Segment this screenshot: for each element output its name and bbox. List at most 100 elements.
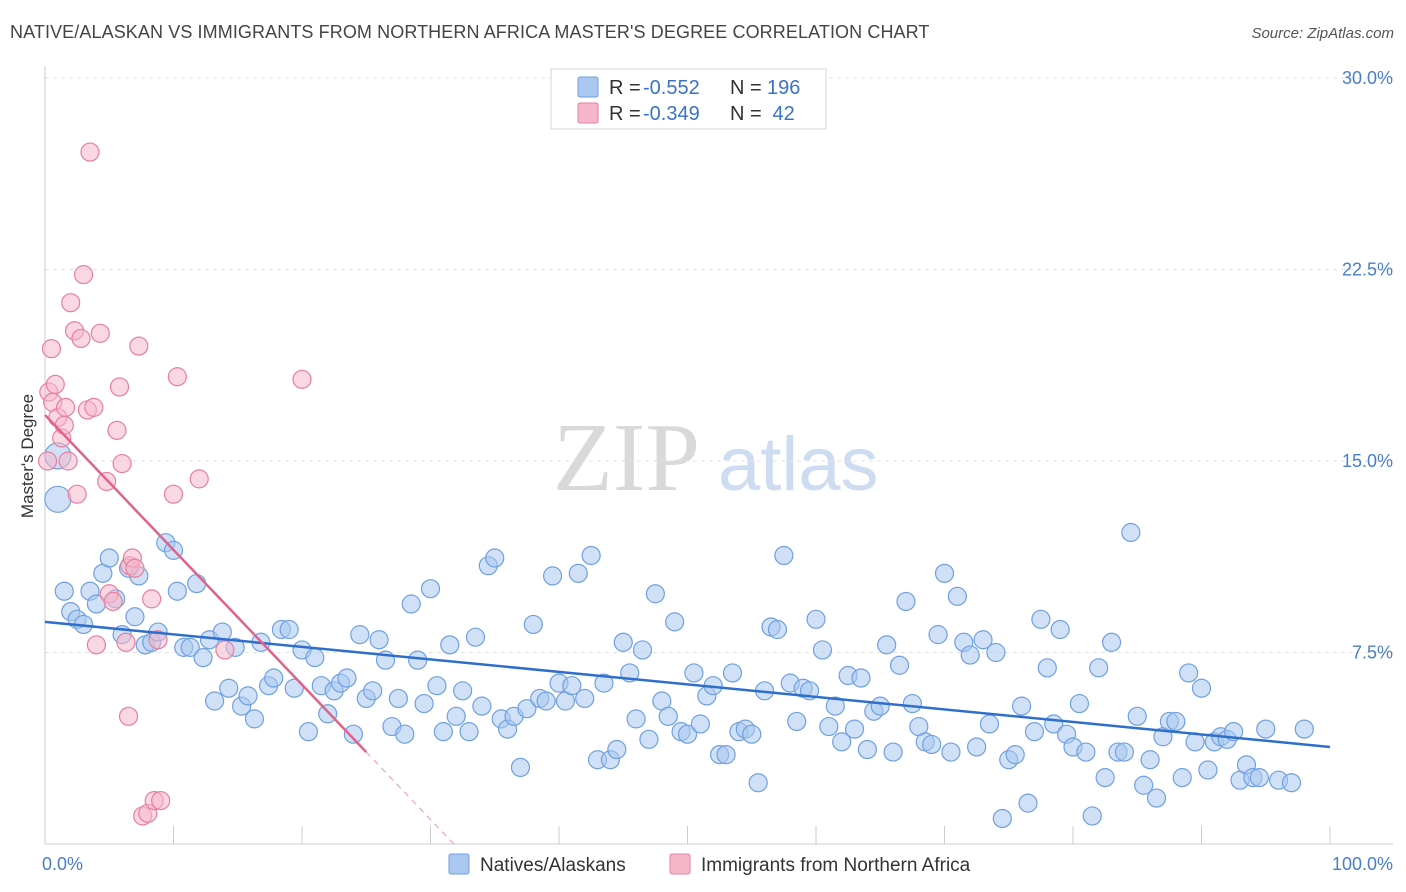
data-point [284, 678, 304, 698]
data-point [395, 724, 415, 744]
data-point [1076, 742, 1096, 762]
data-point [645, 584, 665, 604]
data-point [118, 706, 139, 726]
data-point [677, 724, 698, 744]
data-point [883, 742, 903, 762]
data-point [58, 451, 78, 471]
data-point [542, 566, 563, 586]
data-point [350, 625, 370, 645]
data-point [1121, 522, 1141, 543]
y-tick-label: 30.0% [1342, 68, 1393, 88]
data-point [472, 696, 492, 716]
data-point [1037, 658, 1057, 678]
data-point [690, 714, 710, 734]
data-point [459, 722, 479, 742]
data-point [112, 453, 132, 474]
legend-r-value-1: -0.552 [643, 77, 700, 99]
data-point [787, 711, 807, 732]
data-point [1179, 663, 1199, 683]
data-point [536, 691, 556, 711]
data-point [523, 614, 543, 635]
data-point [41, 339, 62, 359]
data-point [960, 645, 980, 665]
data-point [125, 607, 145, 627]
data-point [973, 630, 993, 650]
data-point [1069, 693, 1090, 714]
data-point [568, 563, 588, 583]
data-point [607, 739, 627, 760]
data-point [851, 668, 871, 688]
legend-r-value-2: -0.349 [643, 103, 700, 125]
data-point [55, 397, 76, 417]
legend-r-label-2: R = [609, 103, 641, 125]
data-point [205, 691, 225, 711]
legend-n-value-1: 196 [767, 77, 800, 99]
data-point [832, 732, 852, 752]
data-point [292, 369, 312, 389]
data-point [44, 485, 72, 513]
data-point [844, 719, 865, 739]
legend-swatch-natives [577, 76, 599, 98]
data-point [742, 724, 762, 744]
data-point [193, 648, 213, 668]
data-point [90, 323, 110, 343]
data-point [947, 586, 967, 606]
data-point [825, 696, 845, 716]
data-point [414, 693, 434, 714]
data-point [1256, 719, 1276, 739]
watermark-zip: ZIP [553, 404, 700, 512]
data-point [1198, 760, 1218, 780]
data-point [37, 451, 58, 471]
data-point [189, 469, 209, 489]
data-point [1294, 719, 1314, 739]
data-point [84, 397, 104, 417]
data-point [870, 696, 890, 716]
data-point [465, 627, 486, 647]
data-point [215, 640, 235, 660]
data-point [298, 722, 319, 742]
data-point [433, 722, 453, 742]
data-point [116, 632, 136, 652]
data-point [748, 773, 768, 793]
data-point [716, 745, 736, 765]
data-point [337, 668, 357, 688]
data-point [1050, 619, 1070, 640]
data-point [67, 484, 87, 504]
bottom-legend-swatch-natives [448, 853, 470, 875]
data-point [1082, 806, 1102, 826]
series-legend: Natives/Alaskans Immigrants from Norther… [448, 853, 971, 876]
y-axis-label: Master's Degree [18, 394, 37, 518]
data-point [1172, 768, 1192, 788]
data-point [54, 581, 74, 601]
data-point [167, 367, 187, 387]
trend-line-natives [44, 620, 1331, 749]
x-tick-label-max: 100.0% [1332, 854, 1393, 874]
data-point [264, 668, 284, 688]
correlation-legend: R = -0.552 N = 196 R = -0.349 N = 42 [550, 68, 827, 130]
data-point [1018, 793, 1038, 813]
trend-line-immigrants-extension [365, 751, 455, 845]
data-point [80, 142, 100, 162]
data-point [446, 706, 466, 726]
data-point [401, 594, 421, 614]
data-point [180, 637, 200, 657]
data-point [1166, 711, 1186, 732]
data-point [148, 630, 168, 650]
data-point [928, 625, 948, 645]
data-point [1089, 658, 1109, 678]
data-point [1146, 788, 1167, 808]
data-point [125, 558, 145, 578]
data-point [142, 589, 162, 609]
data-point [238, 686, 258, 706]
data-point [575, 688, 595, 709]
data-point [99, 548, 119, 568]
data-point [632, 640, 653, 660]
source-label: Source: ZipAtlas.com [1251, 25, 1394, 42]
legend-r-label-1: R = [609, 77, 641, 99]
data-point [107, 420, 127, 440]
data-point [941, 742, 961, 762]
data-point [420, 579, 441, 599]
trend-lines [44, 414, 1331, 845]
data-point [979, 714, 1000, 734]
data-point [767, 619, 788, 640]
